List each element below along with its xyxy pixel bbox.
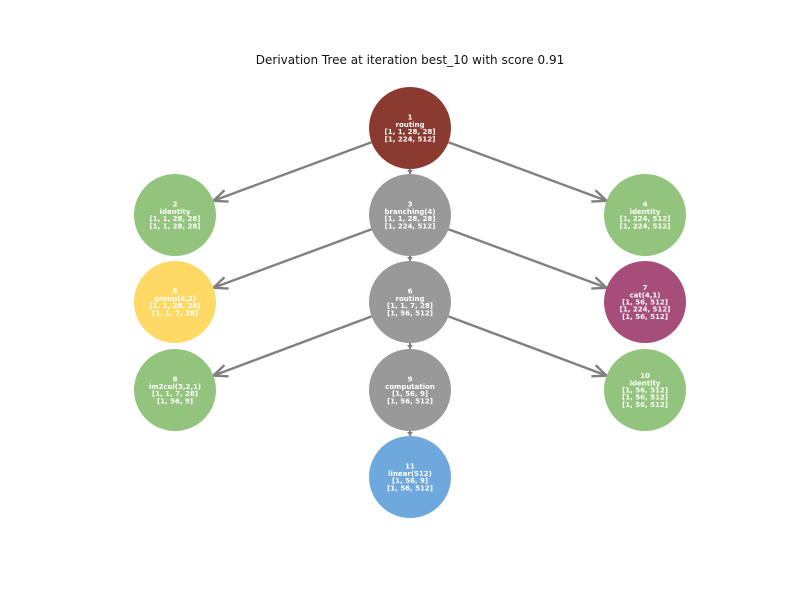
node-label-line: [1, 56, 512] bbox=[387, 309, 433, 317]
node-label-line: 5 bbox=[173, 288, 178, 296]
node-label-line: cat(4,1) bbox=[629, 291, 660, 299]
edge-3-7 bbox=[448, 228, 610, 290]
edge-1-3 bbox=[407, 169, 413, 174]
node-label-line: group(4,2) bbox=[154, 295, 196, 303]
node-label-line: [1, 224, 512] bbox=[385, 135, 436, 143]
node-circle bbox=[134, 261, 216, 343]
edge-1-2 bbox=[210, 141, 372, 203]
edge-6-10 bbox=[447, 315, 610, 378]
arrowhead bbox=[407, 257, 413, 261]
node-label-line: [1, 224, 512] bbox=[620, 215, 671, 223]
node-label-line: [1, 224, 512] bbox=[620, 222, 671, 230]
node-label-line: [1, 1, 28, 28] bbox=[150, 222, 201, 230]
node-circle bbox=[369, 349, 451, 431]
edge-1-4 bbox=[448, 141, 610, 203]
node-label-line: [1, 56, 9] bbox=[392, 477, 428, 485]
edge-3-5 bbox=[210, 228, 372, 290]
node-label-line: 4 bbox=[643, 201, 648, 209]
node-circle bbox=[604, 174, 686, 256]
node-label-line: 9 bbox=[408, 376, 413, 384]
arrowhead bbox=[210, 189, 229, 203]
node-label-line: identity bbox=[160, 208, 191, 216]
node-label-line: [1, 56, 512] bbox=[387, 484, 433, 492]
node-label-line: branching(4) bbox=[385, 208, 436, 216]
node-label-line: [1, 56, 512] bbox=[622, 394, 668, 402]
diagram-title: Derivation Tree at iteration best_10 wit… bbox=[256, 53, 564, 67]
node-circle bbox=[369, 174, 451, 256]
node-label-line: [1, 1, 7, 28] bbox=[387, 302, 433, 310]
node-circle bbox=[604, 349, 686, 431]
arrowhead bbox=[407, 170, 413, 174]
node-label-line: [1, 224, 512] bbox=[620, 306, 671, 314]
node-circle bbox=[369, 436, 451, 518]
node-label-line: [1, 1, 7, 28] bbox=[152, 390, 198, 398]
node-label-line: [1, 1, 28, 28] bbox=[150, 215, 201, 223]
node-label-line: [1, 56, 512] bbox=[622, 299, 668, 307]
node-label-line: linear(512) bbox=[388, 470, 432, 478]
node-label-line: 3 bbox=[408, 201, 413, 209]
node-label-line: 6 bbox=[408, 288, 413, 296]
node-circle bbox=[134, 174, 216, 256]
node-label-line: identity bbox=[630, 208, 661, 216]
node-label-line: computation bbox=[385, 383, 435, 391]
node-label-line: 11 bbox=[405, 463, 415, 471]
arrowhead bbox=[210, 276, 229, 290]
node-label-line: 2 bbox=[173, 201, 178, 209]
node-label-line: [1, 224, 512] bbox=[385, 222, 436, 230]
node-label-line: 8 bbox=[173, 376, 178, 384]
node-label-line: routing bbox=[396, 295, 425, 303]
arrowhead bbox=[407, 432, 413, 436]
node-label-line: [1, 56, 512] bbox=[622, 387, 668, 395]
node-label-line: [1, 56, 512] bbox=[622, 401, 668, 409]
node-label-line: [1, 1, 28, 28] bbox=[150, 302, 201, 310]
node-label-line: 10 bbox=[640, 372, 650, 380]
node-circle bbox=[369, 87, 451, 169]
node-circle bbox=[604, 261, 686, 343]
node-circle bbox=[134, 349, 216, 431]
node-label-line: [1, 56, 512] bbox=[387, 397, 433, 405]
node-label-line: [1, 1, 28, 28] bbox=[385, 128, 436, 136]
node-label-line: 7 bbox=[643, 284, 648, 292]
node-label-line: [1, 1, 28, 28] bbox=[385, 215, 436, 223]
node-label-line: identity bbox=[630, 379, 661, 387]
node-label-line: [1, 56, 9] bbox=[392, 390, 428, 398]
node-circle bbox=[369, 261, 451, 343]
node-label-line: 1 bbox=[408, 114, 413, 122]
node-label-line: [1, 56, 9] bbox=[157, 397, 193, 405]
node-label-line: routing bbox=[396, 121, 425, 129]
edge-9-11 bbox=[407, 431, 413, 436]
arrowhead bbox=[407, 345, 413, 349]
edge-3-6 bbox=[407, 256, 413, 261]
edge-6-8 bbox=[210, 315, 373, 378]
node-label-line: [1, 1, 7, 28] bbox=[152, 309, 198, 317]
edge-6-9 bbox=[407, 343, 413, 349]
node-label-line: im2col(3,2,1) bbox=[149, 383, 201, 391]
node-label-line: [1, 56, 512] bbox=[622, 313, 668, 321]
